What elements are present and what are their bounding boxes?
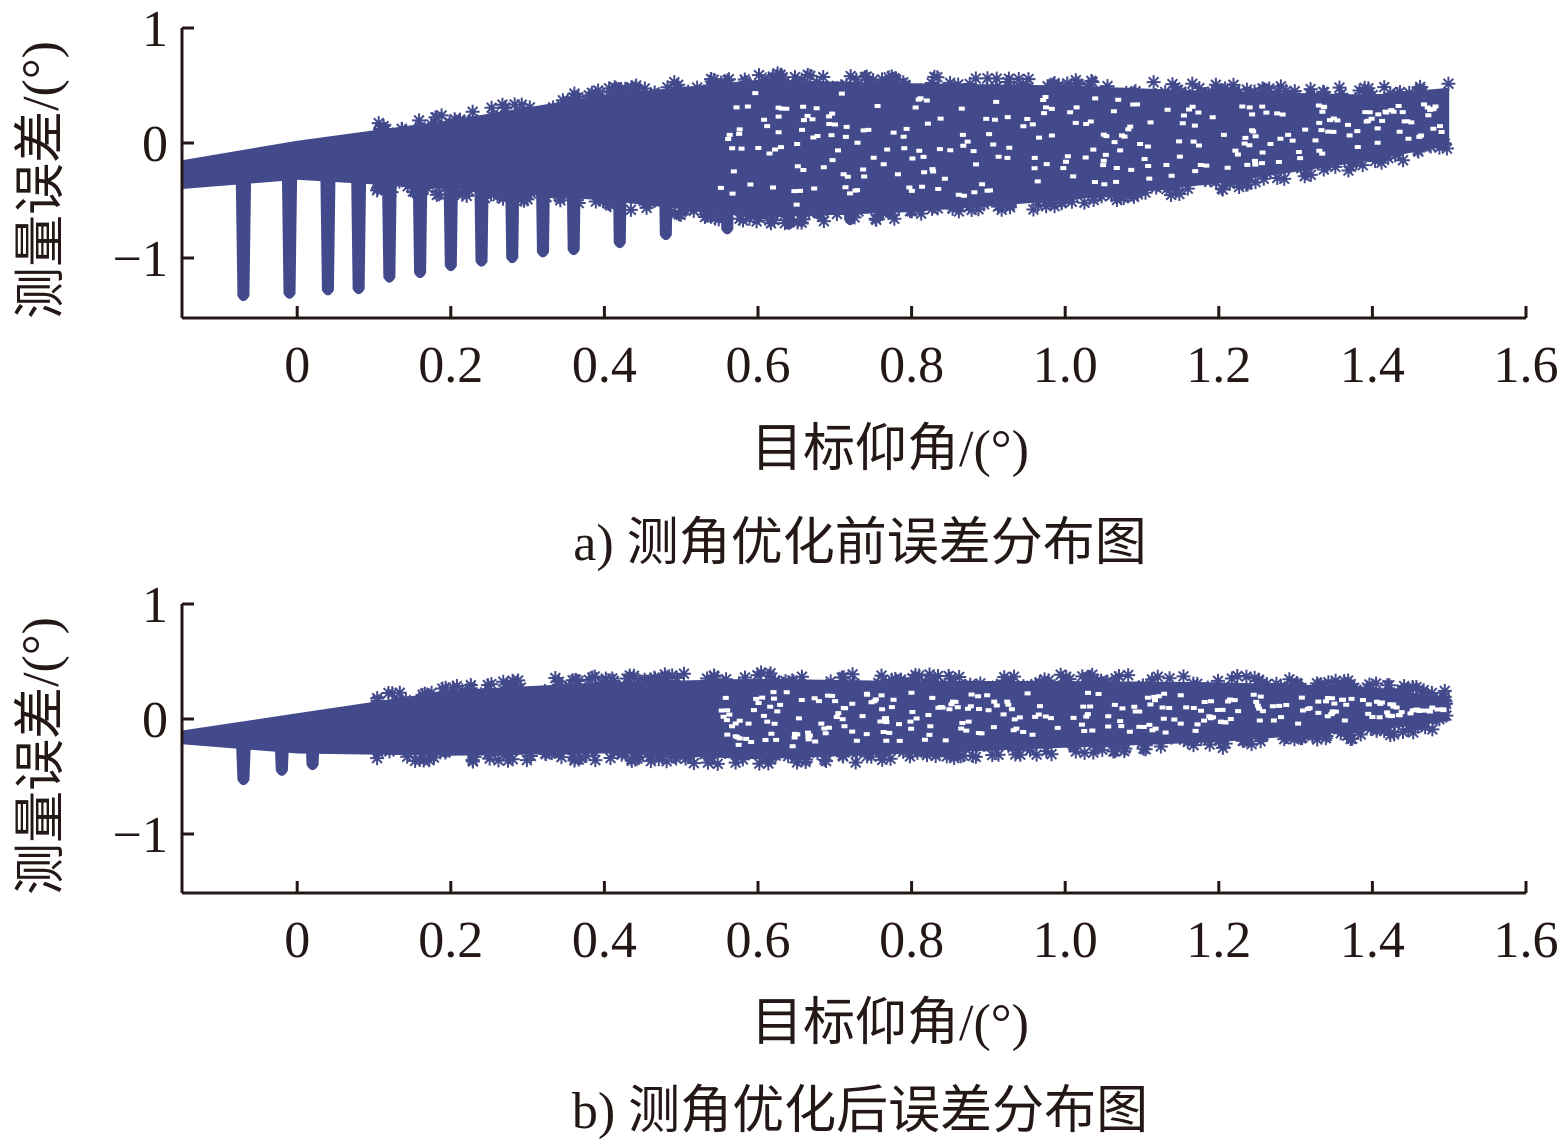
x-tick-label-a: 0.6 [726,337,791,394]
x-tick-label-b: 1.2 [1186,912,1251,969]
y-tick-labels-b: −1 0 1 [113,577,168,864]
y-tick-label-a: 0 [142,116,168,173]
x-tick-label-b: 1.6 [1494,912,1559,969]
data-layer-b [182,665,1454,786]
error-spike-a [780,86,797,230]
x-axis-label-a: 目标仰角/(°) [751,421,1029,478]
chart-panel-b: 0 0.2 0.4 0.6 0.8 1.0 1.2 1.4 1.6 −101 目标仰角/(°) … [13,577,1559,1140]
axes-b [180,602,1528,895]
error-spike-a [412,129,429,279]
x-tick-label-b: 1.4 [1340,912,1405,969]
asterisk-markers-a [367,66,1456,231]
error-spike-a [319,142,336,296]
x-tick-labels-a: 0 0.2 0.4 0.6 0.8 1.0 1.2 1.4 1.6 [284,337,1558,394]
error-spike-b [304,716,321,771]
error-spike-a [719,88,736,235]
chart-panel-a: 0 0.2 0.4 0.6 0.8 1.0 1.2 1.4 1.6 −101 目标仰角/(°) … [13,1,1559,572]
data-layer-a [182,66,1456,302]
error-spike-a [565,105,582,256]
error-spike-b [273,721,290,776]
x-tick-label-a: 0.8 [879,337,944,394]
error-spike-b [235,727,252,786]
error-spike-a [657,94,674,241]
x-tick-label-b: 0.4 [572,912,637,969]
x-tick-label-b: 0.2 [418,912,483,969]
y-tick-label-b: 0 [142,692,168,749]
y-axis-label-a: 测量误差/(°) [13,41,70,319]
y-tick-labels-a: −1 0 1 [113,1,168,288]
x-tick-label-b: 1.0 [1033,912,1098,969]
y-tick-label-b: 1 [142,577,168,634]
x-tick-label-b: 0.8 [879,912,944,969]
x-axis-label-b: 目标仰角/(°) [751,995,1029,1052]
error-spike-a [235,155,252,302]
x-tick-label-b: 0 [284,912,310,969]
x-tick-label-a: 1.4 [1340,337,1405,394]
y-tick-label-a: 1 [142,1,168,58]
asterisk-markers-b [369,665,1454,771]
axes-a [180,26,1528,320]
x-tick-label-a: 0.4 [572,337,637,394]
error-spike-a [534,110,551,258]
x-tick-label-a: 1.6 [1494,337,1559,394]
error-band-b [182,678,1450,760]
error-spike-a [611,98,628,249]
x-tick-label-a: 1.2 [1186,337,1251,394]
x-tick-label-a: 1.0 [1033,337,1098,394]
error-spike-a [442,125,459,272]
error-spike-a [281,147,298,299]
x-tick-labels-b: 0 0.2 0.4 0.6 0.8 1.0 1.2 1.4 1.6 [284,912,1558,969]
y-tick-label-a: −1 [113,231,168,288]
chart-caption-b: b) 测角优化后误差分布图 [572,1083,1148,1140]
error-spike-a [350,138,367,295]
y-tick-label-b: −1 [113,807,168,864]
x-tick-label-a: 0.2 [418,337,483,394]
x-tick-label-b: 0.6 [726,912,791,969]
x-tick-label-a: 0 [284,337,310,394]
y-axis-label-b: 测量误差/(°) [13,617,70,895]
chart-caption-a: a) 测角优化前误差分布图 [573,515,1146,572]
error-spike-a [381,134,398,283]
